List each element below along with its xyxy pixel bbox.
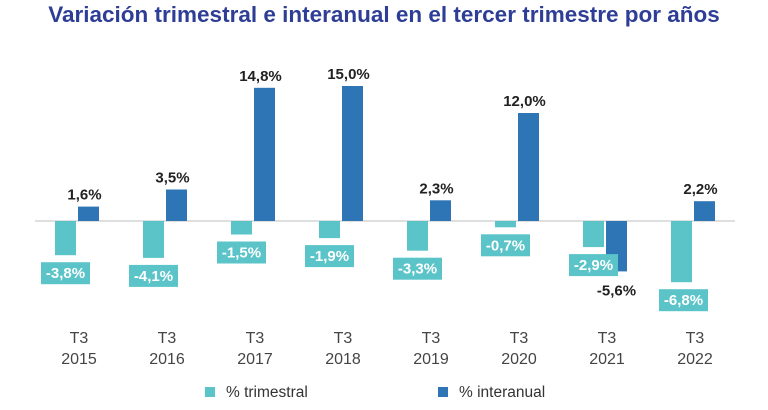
tick-label-year: 2021 <box>589 351 625 368</box>
label-interanual-2016: 3,5% <box>155 170 189 187</box>
tick-label-year: 2018 <box>325 351 361 368</box>
bar-trimestral-2016 <box>143 221 164 258</box>
label-trimestral-2017: -1,5% <box>222 245 261 262</box>
bar-interanual-2017 <box>254 87 275 221</box>
label-interanual-2015: 1,6% <box>67 187 101 204</box>
bar-trimestral-2020 <box>495 221 516 228</box>
tick-label-year: 2015 <box>61 351 97 368</box>
tick-label-year: 2017 <box>237 351 273 368</box>
bar-trimestral-2022 <box>671 221 692 283</box>
tick-label-quarter: T3 <box>334 330 353 347</box>
bar-interanual-2015 <box>78 206 99 221</box>
tick-label-year: 2019 <box>413 351 449 368</box>
bar-trimestral-2015 <box>55 221 76 256</box>
data-labels-group: -3,8% 1,6% -4,1% 3,5% -1,5% 14,8% -1,9% 15,0% -3… <box>41 66 718 312</box>
tick-label-year: 2020 <box>501 351 537 368</box>
tick-label-year: 2022 <box>677 351 713 368</box>
x-axis-ticks: T3 2015 T3 2016 T3 2017 T3 2018 T3 2019 T3 2020 T3 20… <box>61 330 713 368</box>
label-box-trimestral-2016 <box>129 264 178 287</box>
label-trimestral-2020: -0,7% <box>486 237 525 254</box>
label-interanual-2021: -5,6% <box>597 282 636 299</box>
label-trimestral-2015: -3,8% <box>46 265 85 282</box>
legend: % trimestral % interanual <box>205 384 545 401</box>
bar-interanual-2018 <box>342 86 363 221</box>
label-interanual-2018: 15,0% <box>327 66 370 83</box>
tick-label-quarter: T3 <box>158 330 177 347</box>
bar-interanual-2020 <box>518 113 539 221</box>
label-box-trimestral-2015 <box>41 262 90 285</box>
legend-label-interanual: % interanual <box>459 384 545 401</box>
tick-label-quarter: T3 <box>598 330 617 347</box>
bar-trimestral-2021 <box>583 221 604 248</box>
bars-group <box>55 86 715 283</box>
label-interanual-2017: 14,8% <box>239 68 282 85</box>
tick-label-quarter: T3 <box>422 330 441 347</box>
bar-trimestral-2019 <box>407 221 428 251</box>
tick-label-quarter: T3 <box>510 330 529 347</box>
label-box-trimestral-2019 <box>393 257 442 280</box>
legend-swatch-trimestral <box>205 387 215 397</box>
bar-interanual-2022 <box>694 201 715 221</box>
label-trimestral-2019: -3,3% <box>398 261 437 278</box>
tick-label-quarter: T3 <box>246 330 265 347</box>
bar-trimestral-2018 <box>319 221 340 239</box>
label-box-trimestral-2021 <box>569 254 618 277</box>
chart-title: Variación trimestral e interanual en el … <box>48 2 720 27</box>
label-interanual-2020: 12,0% <box>503 93 546 110</box>
label-interanual-2019: 2,3% <box>419 180 453 197</box>
bar-interanual-2016 <box>166 189 187 221</box>
label-interanual-2022: 2,2% <box>683 181 717 198</box>
legend-swatch-interanual <box>438 387 448 397</box>
tick-label-quarter: T3 <box>686 330 705 347</box>
tick-label-year: 2016 <box>149 351 185 368</box>
label-trimestral-2022: -6,8% <box>664 292 703 309</box>
bar-trimestral-2017 <box>231 221 252 235</box>
bar-interanual-2019 <box>430 200 451 221</box>
label-trimestral-2018: -1,9% <box>310 248 349 265</box>
tick-label-quarter: T3 <box>70 330 89 347</box>
label-box-trimestral-2022 <box>659 289 708 312</box>
legend-label-trimestral: % trimestral <box>226 384 308 401</box>
label-trimestral-2021: -2,9% <box>574 257 613 274</box>
label-box-trimestral-2018 <box>305 245 354 268</box>
label-trimestral-2016: -4,1% <box>134 268 173 285</box>
label-box-trimestral-2017 <box>217 241 266 264</box>
label-box-trimestral-2020 <box>481 234 530 257</box>
